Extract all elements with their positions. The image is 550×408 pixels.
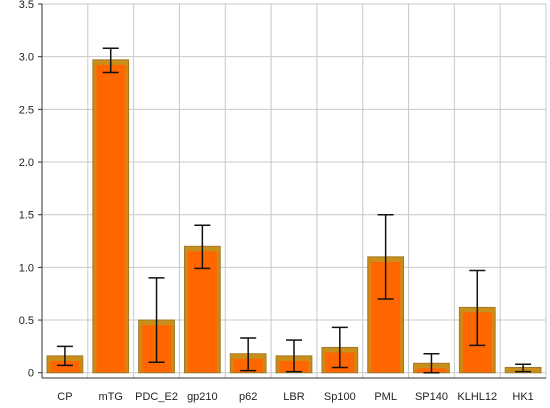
bar-edge-right-p62 bbox=[262, 354, 266, 373]
bar-edge-right-KLHL12 bbox=[491, 307, 495, 373]
y-tick-label: 2.5 bbox=[19, 104, 34, 116]
y-tick-label: 0 bbox=[28, 368, 34, 380]
y-tick-labels: 0 0.5 1.0 1.5 2.0 2.5 3.0 3.5 bbox=[19, 0, 34, 380]
x-tick-label: HK1 bbox=[512, 391, 533, 403]
bar-edge-left-PML bbox=[368, 257, 372, 373]
x-tick-label: PML bbox=[374, 391, 397, 403]
x-tick-label: Sp100 bbox=[324, 391, 356, 403]
bar-edge-left-gp210 bbox=[184, 246, 188, 373]
y-tick-label: 3.5 bbox=[19, 0, 34, 11]
bar-edge-right-gp210 bbox=[216, 246, 220, 373]
bar-edge-right-SP140 bbox=[445, 363, 449, 373]
bar-edge-right-PDC_E2 bbox=[170, 320, 174, 373]
bar-edge-left-CP bbox=[47, 356, 51, 373]
bar-edge-left-HK1 bbox=[505, 367, 509, 373]
bar-edge-left-PDC_E2 bbox=[139, 320, 143, 373]
error-bars bbox=[56, 47, 532, 374]
bar-edge-right-LBR bbox=[308, 356, 312, 373]
x-tick-label: CP bbox=[57, 391, 72, 403]
axes bbox=[38, 3, 546, 379]
bar-edge-left-LBR bbox=[276, 356, 280, 373]
bar-edge-right-CP bbox=[79, 356, 83, 373]
bar-edge-right-mTG bbox=[125, 60, 129, 373]
x-tick-label: gp210 bbox=[187, 391, 218, 403]
x-tick-label: LBR bbox=[283, 391, 304, 403]
bar-edge-left-mTG bbox=[93, 60, 97, 373]
y-tick-label: 3.0 bbox=[19, 52, 34, 64]
bar-edge-right-HK1 bbox=[537, 367, 541, 373]
y-tick-label: 2.0 bbox=[19, 157, 34, 169]
bar-edge-left-KLHL12 bbox=[459, 307, 463, 373]
bar-edge-right-PML bbox=[400, 257, 404, 373]
y-tick-label: 1.5 bbox=[19, 210, 34, 222]
x-tick-labels: CP mTG PDC_E2 gp210 p62 LBR Sp100 PML SP140 KLHL1… bbox=[57, 391, 534, 403]
x-tick-label: mTG bbox=[99, 391, 123, 403]
bar-edge-left-Sp100 bbox=[322, 347, 326, 373]
y-tick-label: 1.0 bbox=[19, 262, 34, 274]
x-tick-label: SP140 bbox=[415, 391, 448, 403]
y-tick-label: 0.5 bbox=[19, 315, 34, 327]
x-tick-label: p62 bbox=[239, 391, 257, 403]
bar-edge-left-p62 bbox=[230, 354, 234, 373]
x-tick-label: KLHL12 bbox=[457, 391, 497, 403]
x-tick-label: PDC_E2 bbox=[135, 391, 178, 403]
bar-edge-left-SP140 bbox=[414, 363, 418, 373]
bar-edge-right-Sp100 bbox=[354, 347, 358, 373]
bar-mTG bbox=[92, 59, 130, 374]
